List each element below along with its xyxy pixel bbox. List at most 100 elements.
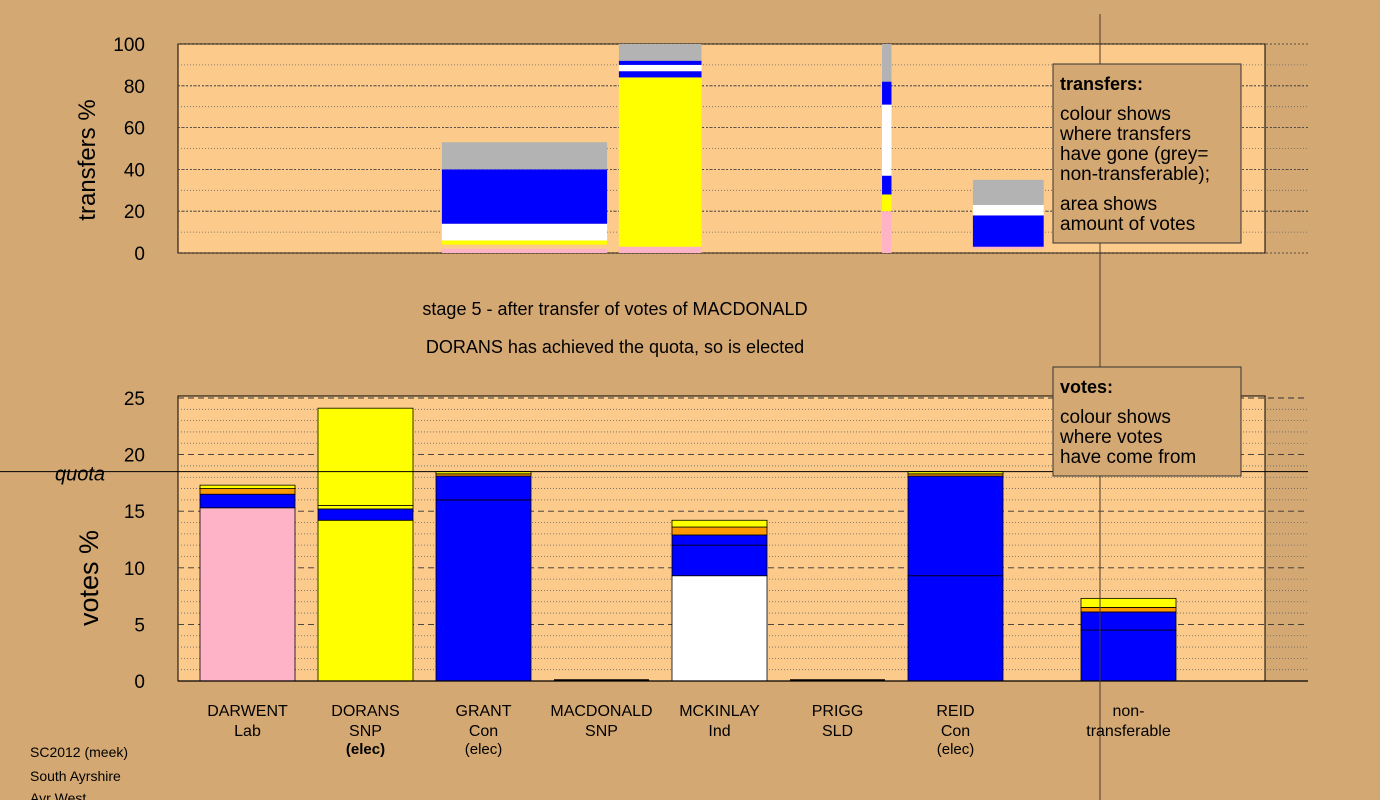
transfers-legend-text: have gone (grey= [1060, 144, 1208, 165]
votes-legend-text: where votes [1059, 427, 1162, 448]
transfers-legend-title: transfers: [1060, 74, 1143, 94]
vote-bar [317, 407, 414, 682]
footer-method: SC2012 (meek) [30, 744, 128, 760]
transfers-y-tick-label: 100 [113, 35, 145, 56]
candidate-party-label: Con [941, 723, 970, 740]
transfer-segment-ind [972, 204, 1044, 216]
votes-y-axis-label: votes % [74, 530, 104, 626]
transfers-y-tick-label: 80 [124, 77, 145, 98]
vote-segment-con [435, 499, 532, 682]
transfers-y-axis-label: transfers % [74, 99, 101, 220]
transfer-segment-lab [441, 248, 608, 253]
transfers-legend-text: where transfers [1059, 124, 1191, 145]
transfer-bar [882, 44, 892, 253]
footer-council: South Ayrshire [30, 768, 121, 784]
votes-y-tick-label: 15 [124, 502, 145, 523]
transfer-bar [618, 44, 702, 253]
transfer-segment-con [882, 81, 892, 105]
vote-bar [671, 519, 768, 682]
transfer-segment-lab [618, 246, 702, 253]
candidate-name-label: GRANT [456, 703, 512, 720]
vote-segment-con [435, 475, 532, 501]
vote-segment-con [907, 575, 1004, 682]
votes-legend-text: have come from [1060, 447, 1196, 468]
transfers-y-tick-label: 40 [124, 160, 145, 181]
transfer-segment-ind [618, 64, 702, 72]
candidate-status-label: (elec) [346, 741, 385, 758]
transfer-segment-lab [972, 246, 1044, 249]
transfer-segment-con [882, 175, 892, 195]
vote-bar [435, 471, 532, 682]
vote-segment-snp [317, 407, 414, 506]
vote-segment-lab [199, 507, 296, 682]
votes-legend-box [1052, 366, 1242, 477]
vote-segment-con [907, 475, 1004, 577]
transfer-bar [972, 179, 1044, 249]
votes-y-tick-label: 5 [134, 615, 145, 636]
transfers-legend-text: amount of votes [1060, 214, 1195, 235]
transfer-segment-con [441, 169, 608, 224]
transfer-segment-ind [441, 223, 608, 241]
transfer-segment-snp [441, 240, 608, 245]
transfer-bar [441, 142, 608, 253]
candidate-party-label: Ind [708, 723, 730, 740]
stage-title: stage 5 - after transfer of votes of MAC… [422, 299, 807, 319]
transfers-legend-text: colour shows [1060, 104, 1171, 125]
transfers-y-tick-label: 20 [124, 202, 145, 223]
vote-segment-con [671, 534, 768, 546]
votes-y-tick-label: 0 [134, 672, 145, 693]
quota-label: quota [55, 464, 105, 486]
transfers-legend-text: area shows [1060, 194, 1157, 215]
transfer-segment-nontransferable [618, 44, 702, 61]
votes-legend-text: colour shows [1060, 407, 1171, 428]
vote-segment-snp [317, 505, 414, 510]
transfer-segment-ind [882, 104, 892, 176]
transfer-segment-nontransferable [441, 142, 608, 170]
vote-bar [199, 484, 296, 682]
candidate-status-label: (elec) [937, 741, 975, 758]
vote-segment-con [1080, 629, 1177, 682]
candidate-name-label: MCKINLAY [679, 703, 760, 720]
candidate-party-label: Con [469, 723, 498, 740]
transfer-segment-lab [882, 211, 892, 253]
votes-y-tick-label: 20 [124, 446, 145, 467]
vote-segment-con [199, 493, 296, 509]
vote-segment-snp [671, 519, 768, 528]
transfer-segment-nontransferable [882, 44, 892, 82]
candidate-status-label: (elec) [465, 741, 503, 758]
transfer-segment-con [972, 215, 1044, 247]
candidate-name-label: non- [1112, 703, 1144, 720]
transfer-segment-con [618, 60, 702, 65]
vote-segment-snp [317, 519, 414, 682]
candidate-name-label: DARWENT [207, 703, 288, 720]
transfer-segment-con [618, 71, 702, 78]
candidate-name-label: DORANS [331, 703, 399, 720]
candidate-name-label: REID [936, 703, 974, 720]
vote-segment-snp [1080, 597, 1177, 608]
votes-y-tick-label: 25 [124, 389, 145, 410]
votes-y-tick-label: 10 [124, 559, 145, 580]
candidate-party-label: transferable [1086, 723, 1171, 740]
vote-segment-snp [199, 484, 296, 489]
votes-legend-title: votes: [1060, 377, 1113, 397]
vote-segment-sld [671, 526, 768, 536]
elected-subtitle: DORANS has achieved the quota, so is ele… [426, 337, 804, 357]
transfer-segment-snp [882, 194, 892, 212]
candidate-party-label: SNP [585, 723, 618, 740]
transfers-y-tick-label: 0 [134, 244, 145, 265]
candidate-name-label: MACDONALD [550, 703, 652, 720]
candidate-party-label: SLD [822, 723, 853, 740]
transfers-y-tick-label: 60 [124, 119, 145, 140]
transfers-legend-box [1052, 63, 1242, 244]
vote-segment-sld [199, 488, 296, 495]
vote-segment-con [1080, 611, 1177, 631]
transfer-segment-snp [618, 77, 702, 247]
vote-segment-con [317, 508, 414, 521]
vote-segment-ind [671, 575, 768, 682]
candidate-party-label: Lab [234, 723, 261, 740]
vote-bar [1080, 597, 1177, 682]
footer-ward: Ayr West [30, 790, 86, 800]
vote-segment-sld [1080, 607, 1177, 613]
